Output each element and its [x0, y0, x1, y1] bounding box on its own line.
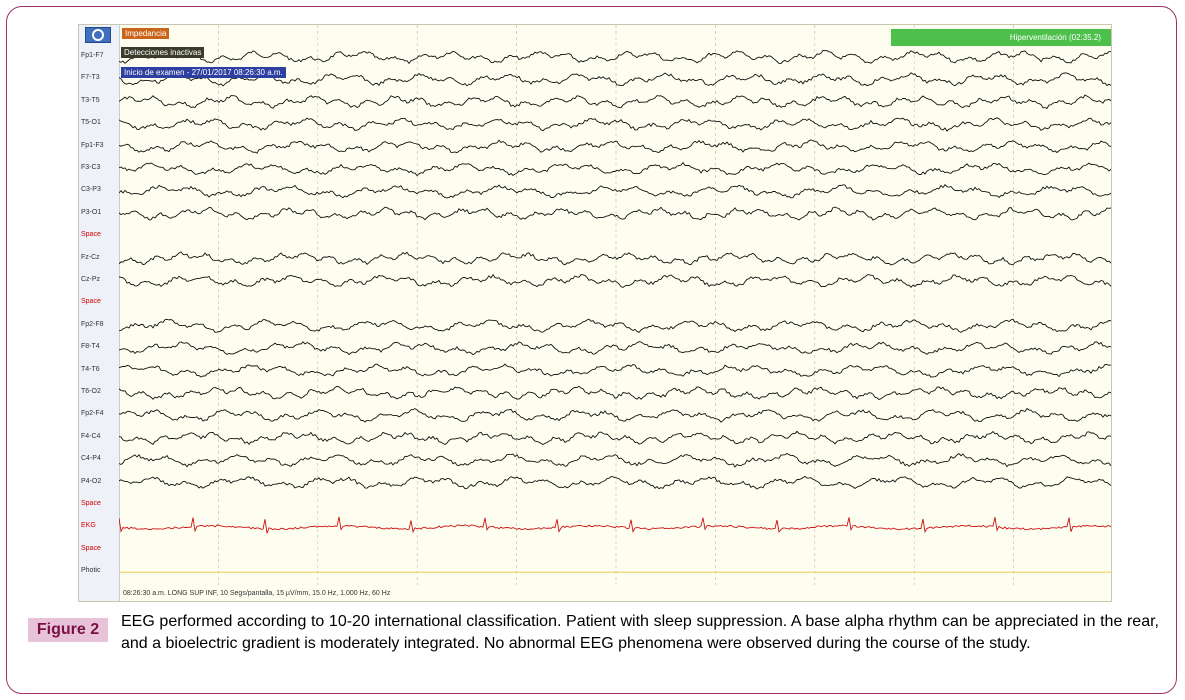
trace-t5-o1: [119, 117, 1111, 132]
trace-f4-c4: [119, 430, 1111, 446]
channel-label-fz-cz[interactable]: Fz-Cz: [81, 253, 100, 261]
settings-gear-icon[interactable]: [85, 27, 111, 43]
channel-label-space[interactable]: Space: [81, 298, 101, 306]
channel-label-f4-c4[interactable]: F4-C4: [81, 432, 101, 440]
channel-label-p4-o2[interactable]: P4-O2: [81, 477, 102, 485]
trace-fp2-f4: [119, 407, 1111, 423]
detections-status: Detecciones inactivas: [121, 47, 205, 58]
impedance-button[interactable]: Impedancia: [122, 28, 170, 39]
trace-fp1-f7: [119, 49, 1111, 65]
channel-label-c3-p3[interactable]: C3-P3: [81, 186, 101, 194]
hyperventilation-bar: Hiperventilación (02:35.2): [891, 29, 1111, 46]
channel-label-fp1-f3[interactable]: Fp1-F3: [81, 141, 104, 149]
channel-label-photic[interactable]: Photic: [81, 567, 101, 575]
figure-caption: EEG performed according to 10-20 interna…: [121, 613, 1159, 652]
channel-label-fp2-f4[interactable]: Fp2-F4: [81, 410, 104, 418]
channel-label-c4-p4[interactable]: C4-P4: [81, 455, 101, 463]
exam-start-marker: Inicio de examen - 27/01/2017 08:26:30 a…: [121, 67, 286, 78]
channel-label-f3-c3[interactable]: F3-C3: [81, 164, 101, 171]
trace-t3-t5: [119, 94, 1111, 109]
channel-label-ekg[interactable]: EKG: [81, 522, 96, 530]
channel-label-space[interactable]: Space: [81, 500, 101, 507]
channel-label-t6-o2[interactable]: T6-O2: [81, 388, 101, 395]
trace-fz-cz: [119, 251, 1111, 266]
figure-frame: [6, 6, 1177, 694]
figure-label: Figure 2: [28, 618, 108, 642]
channel-label-cz-pz[interactable]: Cz-Pz: [81, 276, 101, 283]
channel-label-space[interactable]: Space: [81, 544, 101, 552]
eeg-viewer[interactable]: Fp1-F7 F7-T3 T3-T5 T5-O1 Fp1-F3 F3-C3 C3-P3 P3-…: [78, 24, 1112, 602]
trace-f8-t4: [119, 341, 1111, 356]
channel-label-f8-t4[interactable]: F8-T4: [81, 343, 100, 351]
trace-f3-c3: [119, 161, 1111, 177]
channel-label-t3-t5[interactable]: T3-T5: [81, 96, 100, 104]
channel-label-fp2-f8[interactable]: Fp2-F8: [81, 320, 104, 328]
trace-fp1-f3: [119, 139, 1111, 154]
channel-label-space[interactable]: Space: [81, 231, 101, 239]
trace-t4-t6: [119, 363, 1111, 378]
trace-p4-o2: [119, 475, 1111, 490]
channel-label-p3-o1[interactable]: P3-O1: [81, 208, 102, 216]
trace-ekg: [119, 516, 1111, 534]
trace-cz-pz: [119, 273, 1111, 288]
trace-fp2-f8: [119, 318, 1111, 333]
channel-label-fp1-f7[interactable]: Fp1-F7: [81, 52, 104, 59]
trace-c4-p4: [119, 452, 1111, 468]
channel-label-f7-t3[interactable]: F7-T3: [81, 74, 100, 82]
channel-label-column: Fp1-F7 F7-T3 T3-T5 T5-O1 Fp1-F3 F3-C3 C3-P3 P3-…: [79, 25, 120, 601]
trace-f7-t3: [119, 72, 1111, 87]
channel-label-t5-o1[interactable]: T5-O1: [81, 119, 101, 127]
trace-p3-o1: [119, 206, 1111, 221]
trace-t6-o2: [119, 385, 1111, 401]
channel-label-t4-t6[interactable]: T4-T6: [81, 365, 100, 373]
recording-settings-text: 08:26:30 a.m. LONG SUP INF, 10 Segs/pant…: [123, 590, 391, 597]
eeg-traces: [119, 25, 1111, 585]
trace-c3-p3: [119, 183, 1111, 199]
